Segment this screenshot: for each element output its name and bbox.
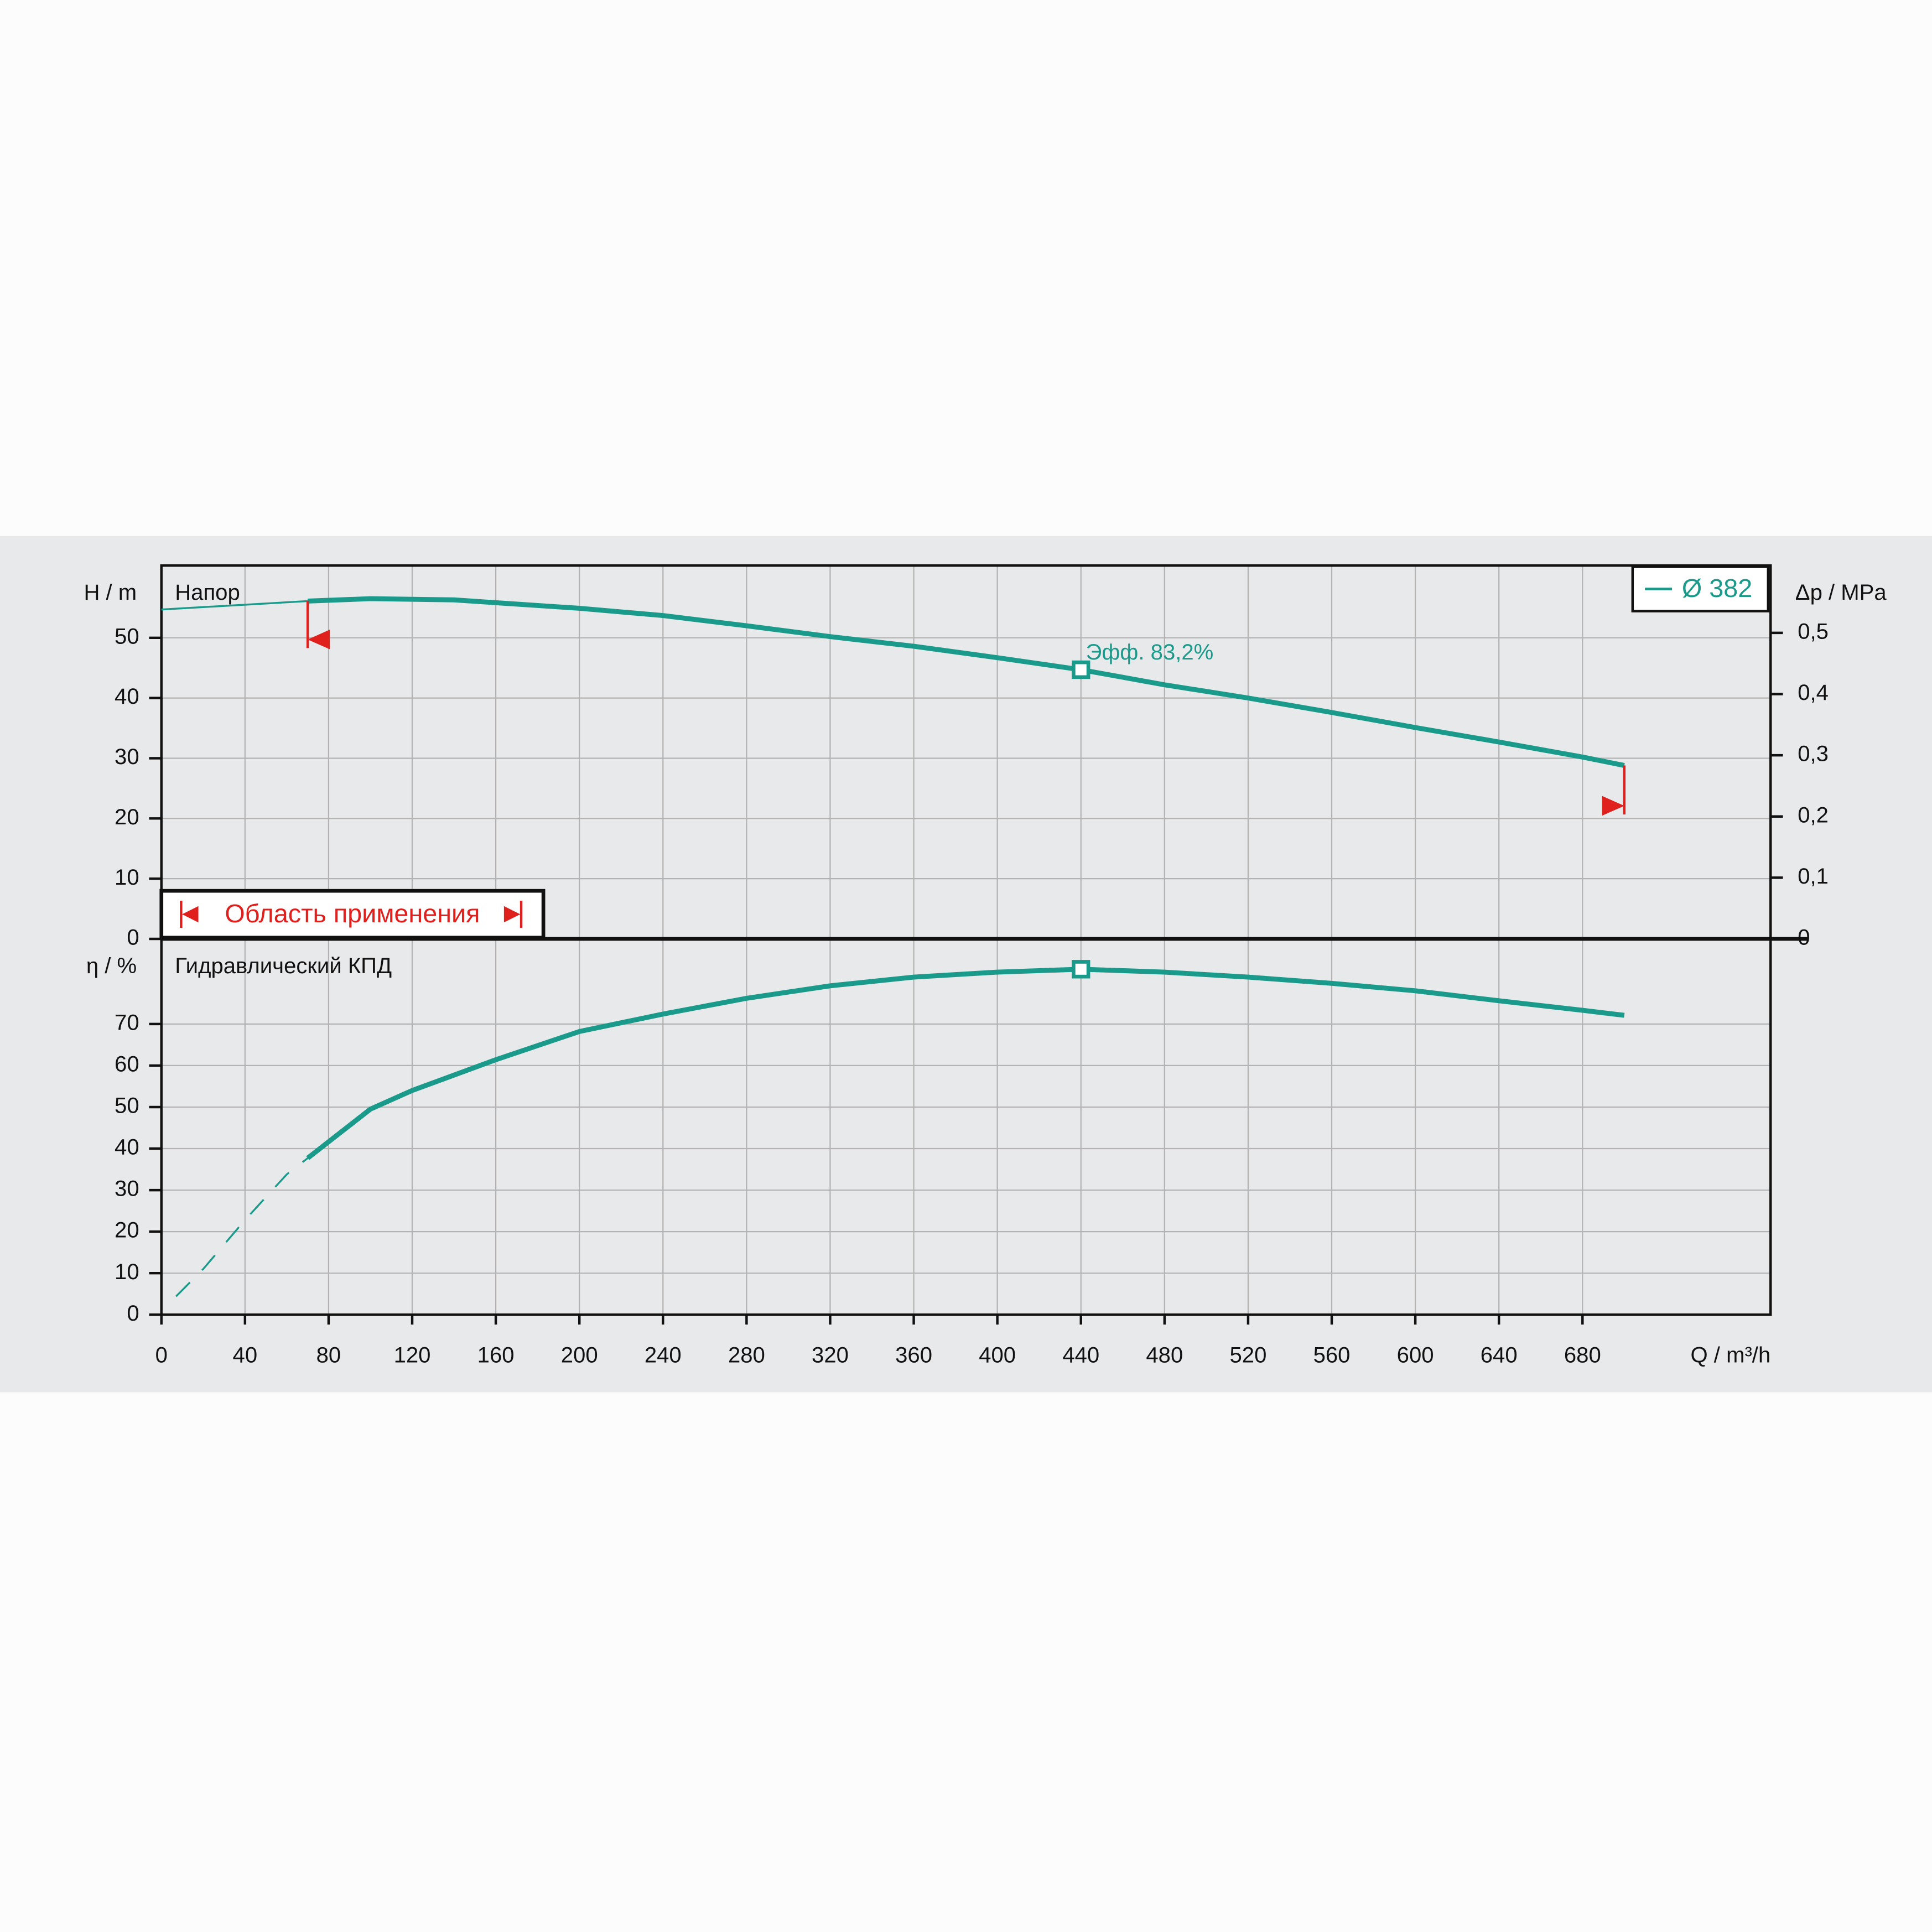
y-axis-label: η / %: [86, 954, 137, 978]
y-tick-label: 70: [115, 1010, 139, 1035]
x-tick-label: 0: [155, 1343, 168, 1368]
annotation: Эфф. 83,2%: [1086, 640, 1214, 664]
x-tick-label: 600: [1397, 1343, 1434, 1368]
plot-area: [161, 565, 1771, 939]
y-tick-label: 30: [115, 745, 139, 769]
y-tick-label: 40: [115, 1135, 139, 1160]
y2-axis-label: Δp / MPa: [1795, 580, 1887, 605]
x-tick-label: 640: [1481, 1343, 1518, 1368]
duty-point: [1072, 660, 1090, 679]
y-tick-label: 50: [115, 624, 139, 648]
x-tick-label: 280: [728, 1343, 765, 1368]
y2-tick-label: 0,3: [1798, 742, 1829, 766]
x-tick-label: 160: [477, 1343, 515, 1368]
y2-tick-label: 0,4: [1798, 681, 1829, 705]
x-tick-label: 480: [1146, 1343, 1183, 1368]
x-tick-label: 360: [895, 1343, 932, 1368]
legend-label: Ø 382: [1682, 574, 1752, 603]
range-box: [159, 889, 546, 940]
x-tick-label: 560: [1313, 1343, 1351, 1368]
panel-title: Гидравлический КПД: [175, 954, 392, 978]
series-line: [307, 596, 1625, 768]
x-tick-label: 520: [1229, 1343, 1266, 1368]
x-tick-label: 120: [394, 1343, 431, 1368]
y-tick-label: 40: [115, 684, 139, 709]
range-start-arrow: [308, 630, 330, 650]
y-tick-label: 10: [115, 865, 139, 890]
series-line: [161, 600, 308, 611]
series-line: [306, 967, 1625, 1160]
x-tick-label: 440: [1062, 1343, 1099, 1368]
y-tick-label: 0: [127, 1301, 139, 1326]
x-tick-label: 40: [233, 1343, 258, 1368]
y2-tick-label: 0,5: [1798, 619, 1829, 643]
x-tick-label: 400: [979, 1343, 1016, 1368]
duty-point: [1072, 960, 1090, 979]
x-tick-label: 680: [1564, 1343, 1601, 1368]
y2-tick-label: 0,1: [1798, 864, 1829, 889]
x-tick-label: 80: [316, 1343, 341, 1368]
plot-area: [161, 939, 1771, 1315]
y-tick-label: 0: [127, 926, 139, 950]
x-tick-label: 320: [812, 1343, 849, 1368]
y-tick-label: 20: [115, 805, 139, 829]
x-axis-label: Q / m³/h: [1691, 1343, 1771, 1368]
range-label: Область применения: [225, 899, 480, 928]
y-tick-label: 20: [115, 1218, 139, 1243]
range-end-arrow: [1602, 796, 1624, 816]
y-tick-label: 10: [115, 1260, 139, 1284]
range-box-arrows: [180, 900, 523, 928]
x-tick-label: 200: [561, 1343, 598, 1368]
x-tick-label: 240: [645, 1343, 682, 1368]
y-axis-label: H / m: [84, 580, 137, 605]
panel-title: Напор: [175, 580, 240, 605]
y-tick-label: 50: [115, 1094, 139, 1118]
y2-tick-label: 0,2: [1798, 803, 1829, 827]
y-tick-label: 60: [115, 1052, 139, 1077]
y-tick-label: 30: [115, 1177, 139, 1201]
